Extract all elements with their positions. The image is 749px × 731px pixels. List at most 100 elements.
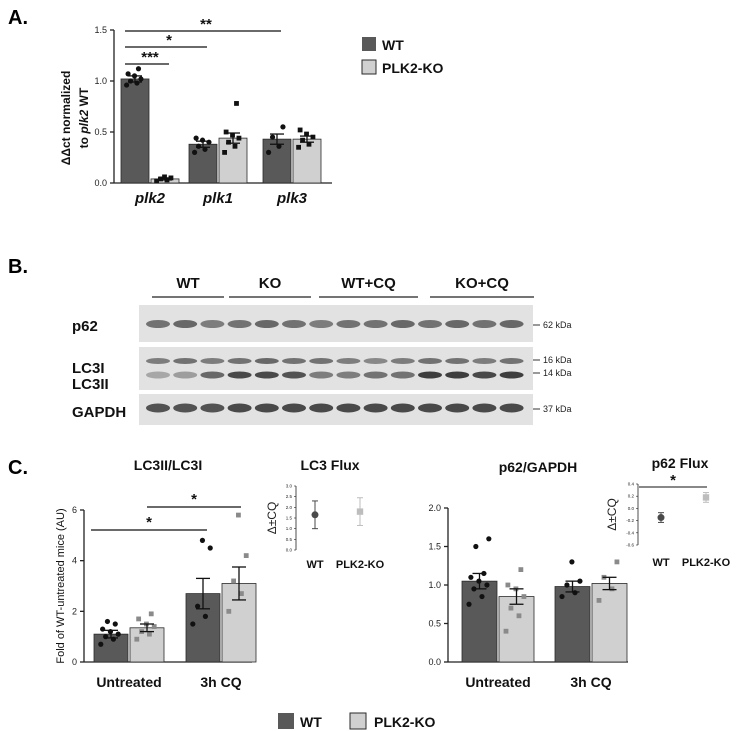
chart-c-p62-gapdh-bar-wt (554, 586, 591, 663)
legend-c-wt-label: WT (300, 714, 322, 730)
chart-c-p62-gapdh-point-ko (614, 559, 620, 565)
chart-c-p62-gapdh-point-ko (521, 594, 527, 599)
chart-c-p62-gapdh-point-wt (569, 559, 575, 565)
chart-c-p62-flux-ytick-label: 0.4 (628, 482, 635, 487)
chart-c-p62-gapdh-category-label: Untreated (465, 674, 530, 690)
blot-band (200, 358, 225, 364)
chart-c-p62-gapdh-point-wt (559, 593, 565, 600)
blot-row-label: LC3II (72, 376, 109, 393)
chart-c-p62-gapdh-point-wt (484, 582, 490, 588)
blot-band (200, 320, 225, 328)
chart-a-point-ko (223, 129, 229, 135)
blot-band (336, 371, 361, 379)
chart-c-p62-gapdh-point-wt (468, 574, 474, 580)
chart-c-lc3-flux-ytick-label: 1.5 (286, 516, 293, 521)
chart-c-p62-flux-title: p62 Flux (652, 455, 709, 471)
chart-c-lc3-flux-title: LC3 Flux (300, 457, 359, 473)
chart-c-lc3-ratio-ytick-label: 4 (72, 556, 77, 566)
blot-band (146, 358, 170, 364)
chart-c-p62-gapdh-point-wt (466, 601, 472, 607)
blot-band (390, 371, 415, 379)
chart-c-p62-gapdh-point-ko (518, 567, 524, 572)
chart-c-p62-gapdh-point-wt (486, 536, 492, 542)
chart-c-p62-gapdh-title: p62/GAPDH (499, 459, 578, 475)
blot-band (146, 320, 170, 328)
chart-c-lc3-flux-ytick-label: 0.0 (286, 548, 293, 553)
chart-a-bar-wt (120, 78, 150, 184)
chart-c-p62-flux-significance-label: * (670, 472, 676, 489)
chart-a-point-ko (226, 139, 231, 145)
blot-band (472, 371, 497, 379)
blot-size-label: 62 kDa (543, 320, 572, 330)
legend-a: WT PLK2-KO (361, 37, 444, 76)
chart-c-lc3-ratio-point-wt (199, 537, 206, 544)
chart-c-lc3-ratio-point-ko (136, 616, 142, 622)
chart-a-point-wt (266, 149, 272, 155)
blot-band (309, 403, 334, 413)
chart-c-lc3-ratio-point-wt (104, 618, 111, 625)
legend-a-wt-label: WT (382, 37, 404, 53)
chart-a-point-ko (222, 150, 227, 155)
chart-c-lc3-ratio: 0 2 4 6 Untreated 3h CQ LC3II/LC3I Fold of WT-u… (55, 457, 257, 690)
chart-c-p62-gapdh-ytick-label: 0.5 (428, 619, 441, 629)
chart-a-point-wt (276, 143, 282, 149)
blot-band (227, 403, 252, 413)
chart-a-point-ko (162, 174, 167, 180)
chart-c-p62-gapdh-point-ko (596, 598, 602, 603)
blot-band (282, 403, 306, 413)
chart-c-p62-gapdh-ytick-label: 1.5 (428, 542, 441, 552)
blot-size-label: 14 kDa (543, 368, 572, 378)
chart-c-lc3-ratio-point-ko (236, 512, 241, 518)
chart-a-plk-expression: 0.0 0.5 1.0 1.5 plk2 plk1 plk3 ΔΔct normalized t… (59, 16, 332, 207)
chart-c-lc3-ratio-category-label: 3h CQ (200, 674, 241, 690)
chart-a-point-ko (154, 178, 159, 184)
chart-c-lc3-flux-ytick-label: 2.5 (286, 494, 293, 499)
chart-a-point-wt (138, 76, 144, 82)
chart-a-point-wt (192, 149, 198, 155)
blot-band (499, 403, 524, 413)
chart-c-lc3-ratio-ytick-label: 0 (72, 657, 77, 667)
blot-group-label: WT+CQ (341, 275, 396, 292)
blot-band (254, 371, 279, 379)
chart-c-lc3-ratio-point-ko (151, 624, 157, 629)
chart-c-lc3-flux-ytick-label: 2.0 (286, 505, 293, 510)
chart-a-point-wt (269, 134, 276, 140)
blot-band (390, 403, 415, 413)
chart-a-ytick-label: 1.0 (94, 76, 107, 86)
chart-a-point-ko (296, 144, 301, 150)
blot-band (173, 371, 198, 379)
blot-band (418, 403, 442, 413)
blot-band (282, 320, 306, 328)
blot-band (254, 403, 279, 413)
chart-c-lc3-ratio-category-label: Untreated (96, 674, 161, 690)
chart-a-category-label: plk2 (134, 190, 166, 207)
chart-c-p62-flux-category-label: PLK2-KO (682, 557, 731, 569)
blot-band (418, 371, 442, 379)
blot-band (336, 403, 361, 413)
blot-band (309, 358, 334, 364)
chart-a-category-label: plk3 (276, 190, 308, 207)
chart-a-point-ko (158, 176, 163, 182)
chart-c-lc3-ratio-point-wt (207, 545, 213, 551)
chart-c-p62-gapdh-point-wt (577, 578, 583, 584)
blot-band (282, 358, 306, 364)
chart-a-significance-label: *** (141, 49, 159, 66)
blot-band (173, 358, 198, 364)
legend-a-ko-swatch (361, 59, 377, 75)
chart-c-p62-gapdh-point-ko (505, 582, 511, 588)
blot-band (445, 403, 470, 413)
chart-c-lc3-ratio-point-wt (100, 626, 106, 632)
blot-row-label: p62 (72, 318, 98, 335)
chart-c-p62-flux-ytick-label: -0.4 (626, 530, 634, 535)
chart-a-point-wt (125, 71, 131, 77)
chart-c-p62-gapdh-bar-wt (461, 580, 498, 663)
blot-band (200, 403, 225, 413)
chart-c-lc3-ratio-point-wt (115, 631, 121, 637)
chart-a-point-ko (310, 134, 316, 140)
chart-a-point-ko (306, 141, 312, 147)
blot-band (336, 358, 361, 364)
chart-a-point-ko (297, 127, 303, 133)
chart-c-lc3-ratio-bar-plk2-ko (129, 627, 165, 663)
chart-c-lc3-ratio-significance-label: * (191, 491, 197, 508)
legend-c-ko-swatch (349, 712, 367, 730)
